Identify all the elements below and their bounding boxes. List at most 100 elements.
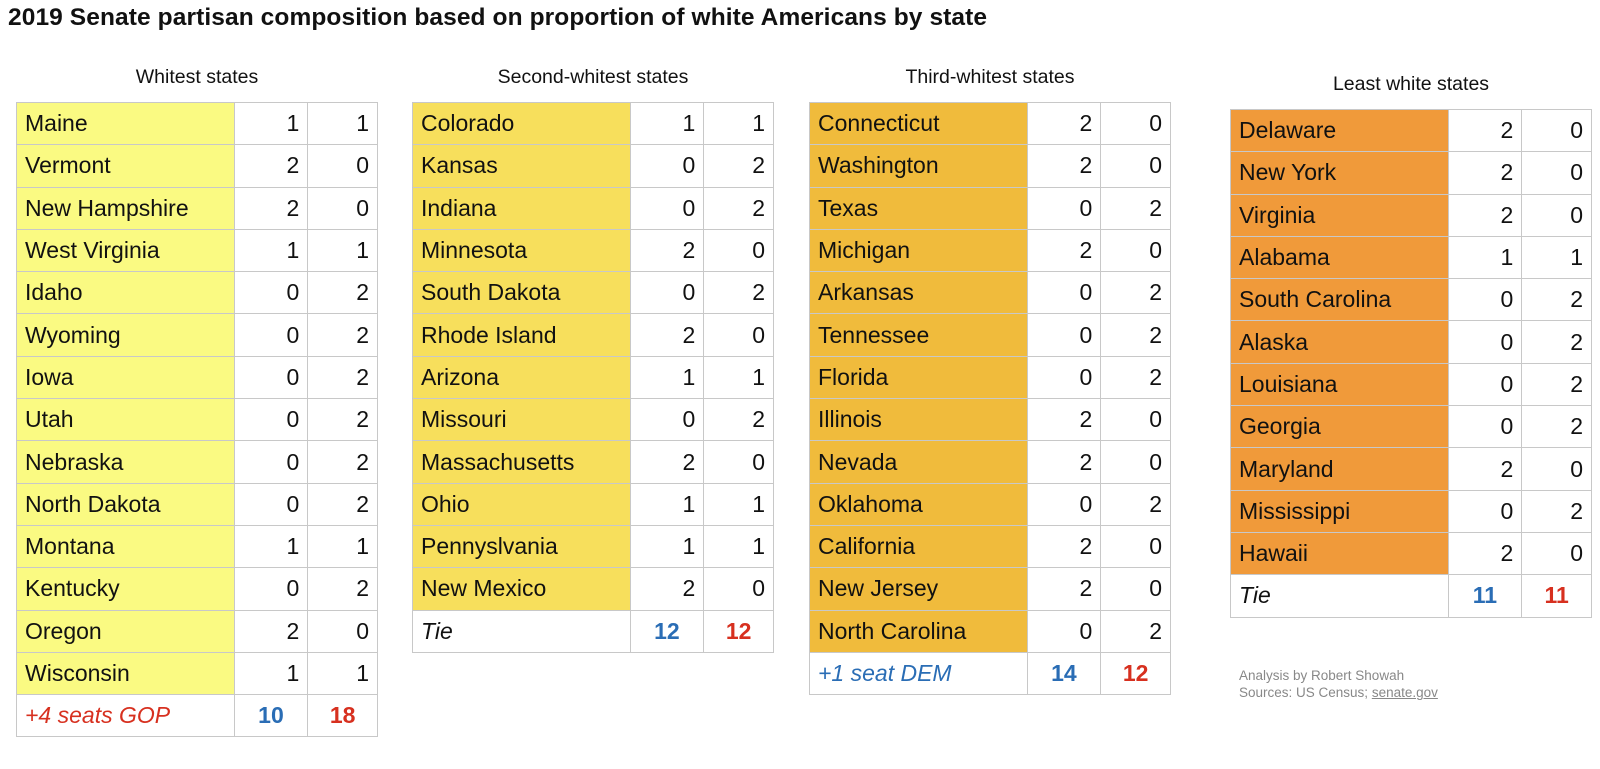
gop-seats: 1: [703, 101, 774, 146]
dem-seats: 0: [1447, 320, 1523, 364]
gop-seats: 2: [1521, 278, 1592, 322]
dem-seats: 2: [629, 440, 705, 484]
result-label: +4 seats GOP: [16, 694, 235, 738]
gop-seats: 0: [307, 186, 378, 230]
dem-seats: 0: [233, 482, 309, 526]
table-row: Texas 0 2: [809, 186, 1171, 230]
table-row: Iowa 0 2: [16, 355, 378, 400]
table-row: New Jersey 2 0: [809, 567, 1171, 611]
dem-seats: 0: [1026, 609, 1102, 653]
gop-seats: 0: [1100, 101, 1171, 146]
senate-gov-link[interactable]: senate.gov: [1371, 685, 1438, 700]
table-row: Idaho 0 2: [16, 271, 378, 315]
dem-seats: 2: [1447, 531, 1523, 576]
chart-title: 2019 Senate partisan composition based o…: [8, 4, 988, 31]
table-row: Colorado 1 1: [412, 101, 774, 146]
table-row: California 2 0: [809, 524, 1171, 569]
dem-seats: 2: [1026, 101, 1102, 146]
table-row: South Carolina 0 2: [1230, 278, 1592, 322]
state-name: California: [809, 524, 1028, 569]
state-name: Minnesota: [412, 228, 631, 273]
group-title: Least white states: [1332, 73, 1490, 95]
table-row: Minnesota 2 0: [412, 228, 774, 273]
gop-seats: 0: [703, 440, 774, 484]
table-row: Connecticut 2 0: [809, 101, 1171, 146]
dem-total: 12: [629, 609, 705, 653]
state-name: Idaho: [16, 271, 235, 315]
gop-seats: 2: [1521, 362, 1592, 407]
state-name: Kansas: [412, 144, 631, 188]
table-row: Nebraska 0 2: [16, 440, 378, 484]
table-row: Georgia 0 2: [1230, 405, 1592, 449]
gop-seats: 0: [307, 144, 378, 188]
table-row: North Carolina 0 2: [809, 609, 1171, 653]
state-name: Maryland: [1230, 447, 1449, 491]
dem-seats: 0: [1447, 405, 1523, 449]
gop-seats: 2: [703, 398, 774, 442]
dem-seats: 0: [1026, 355, 1102, 400]
dem-seats: 2: [629, 567, 705, 611]
table-row: Arizona 1 1: [412, 355, 774, 400]
dem-total: 10: [233, 694, 309, 738]
totals-row: Tie 11 11: [1230, 574, 1592, 618]
state-name: North Dakota: [16, 482, 235, 526]
dem-seats: 0: [233, 440, 309, 484]
table-row: Oklahoma 0 2: [809, 482, 1171, 526]
dem-seats: 0: [629, 186, 705, 230]
state-table: Connecticut 2 0 Washington 2 0 Texas 0 2 Michigan…: [809, 101, 1171, 696]
state-name: Oklahoma: [809, 482, 1028, 526]
state-name: West Virginia: [16, 228, 235, 273]
dem-seats: 2: [233, 144, 309, 188]
state-name: Rhode Island: [412, 313, 631, 357]
dem-seats: 1: [233, 228, 309, 273]
state-name: Missouri: [412, 398, 631, 442]
gop-seats: 0: [703, 228, 774, 273]
gop-seats: 1: [307, 228, 378, 273]
state-name: Hawaii: [1230, 531, 1449, 576]
dem-seats: 2: [1026, 228, 1102, 273]
table-row: South Dakota 0 2: [412, 271, 774, 315]
table-row: Wyoming 0 2: [16, 313, 378, 357]
dem-seats: 2: [1026, 524, 1102, 569]
gop-seats: 2: [307, 567, 378, 611]
dem-seats: 2: [1026, 398, 1102, 442]
state-name: Mississippi: [1230, 489, 1449, 533]
gop-seats: 0: [307, 609, 378, 653]
dem-total: 11: [1447, 574, 1523, 618]
gop-seats: 2: [1521, 489, 1592, 533]
credit-sources: Sources: US Census; senate.gov: [1239, 684, 1438, 701]
dem-seats: 1: [629, 482, 705, 526]
state-name: Alabama: [1230, 235, 1449, 280]
table-row: Massachusetts 2 0: [412, 440, 774, 484]
state-table: Maine 1 1 Vermont 2 0 New Hampshire 2 0 West Virg…: [16, 101, 378, 738]
gop-seats: 2: [1521, 405, 1592, 449]
table-row: Virginia 2 0: [1230, 193, 1592, 237]
state-name: Washington: [809, 144, 1028, 188]
dem-seats: 0: [233, 271, 309, 315]
table-row: New York 2 0: [1230, 151, 1592, 195]
state-name: Vermont: [16, 144, 235, 188]
state-name: Wisconsin: [16, 651, 235, 696]
table-row: Alabama 1 1: [1230, 235, 1592, 280]
table-row: New Mexico 2 0: [412, 567, 774, 611]
state-name: New Hampshire: [16, 186, 235, 230]
dem-seats: 0: [629, 398, 705, 442]
dem-seats: 0: [1447, 489, 1523, 533]
table-row: Arkansas 0 2: [809, 271, 1171, 315]
table-row: Ohio 1 1: [412, 482, 774, 526]
state-name: Alaska: [1230, 320, 1449, 364]
gop-seats: 0: [1100, 567, 1171, 611]
dem-seats: 0: [233, 567, 309, 611]
table-row: West Virginia 1 1: [16, 228, 378, 273]
table-row: Pennyslvania 1 1: [412, 524, 774, 569]
totals-row: +4 seats GOP 10 18: [16, 694, 378, 738]
dem-seats: 2: [1026, 567, 1102, 611]
gop-seats: 1: [1521, 235, 1592, 280]
totals-row: +1 seat DEM 14 12: [809, 651, 1171, 696]
table-row: New Hampshire 2 0: [16, 186, 378, 230]
gop-seats: 1: [703, 482, 774, 526]
state-name: Arizona: [412, 355, 631, 400]
state-name: Connecticut: [809, 101, 1028, 146]
credit-author: Analysis by Robert Showah: [1239, 668, 1405, 683]
result-label: Tie: [1230, 574, 1449, 618]
